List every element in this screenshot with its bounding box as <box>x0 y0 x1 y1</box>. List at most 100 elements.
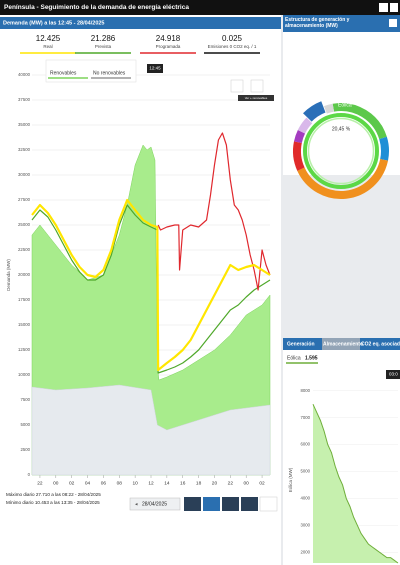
donut-segment <box>332 103 387 140</box>
structure-panel <box>283 15 400 175</box>
y-tick-label: 8000 <box>300 388 310 393</box>
tab[interactable]: Almacenamiento <box>323 341 363 347</box>
x-tick-label: 22 <box>228 480 234 486</box>
y-tick-label: 12500 <box>18 347 31 352</box>
date-arrow: ◂ <box>135 501 138 507</box>
legend-label: No renovables <box>93 70 126 76</box>
x-tick-label: 16 <box>180 480 186 486</box>
y-axis-label: Eólica (MW) <box>288 467 293 492</box>
x-tick-label: 20 <box>212 480 218 486</box>
tooltip-box <box>147 64 163 73</box>
header-bar <box>0 0 400 15</box>
legend: Renovables No renovables <box>48 70 131 79</box>
menu-icon[interactable] <box>379 3 388 12</box>
x-tick-label: 02 <box>69 480 75 486</box>
donut-percent: 20,45 % <box>332 126 351 132</box>
line <box>31 204 271 374</box>
y-tick-label: 5000 <box>300 469 310 474</box>
y-tick-label: 17500 <box>18 297 31 302</box>
x-tick-label: 00 <box>244 480 250 486</box>
y-tick-label: 2000 <box>300 549 310 554</box>
x-tick-label: 00 <box>53 480 59 486</box>
y-tick-label: 15000 <box>18 322 31 327</box>
y-tick-label: 40000 <box>18 72 31 77</box>
area <box>31 384 271 476</box>
y-tick-label: 5000 <box>20 422 30 427</box>
donut-chart <box>293 101 389 199</box>
y-tick-label: 10000 <box>18 372 31 377</box>
icon-button[interactable] <box>250 79 264 93</box>
inner-ring <box>303 113 379 189</box>
icon-button[interactable] <box>230 79 244 93</box>
y-tick-label: 22500 <box>18 247 31 252</box>
stat-label: Prevista <box>95 44 112 49</box>
demand-chart: 0250050007500100001250015000175002000022… <box>6 72 271 486</box>
eolica-chart: 2000 3000 4000 5000 6000 7000 8000 Eólica (MW) <box>288 388 399 564</box>
x-tick-label: 18 <box>196 480 202 486</box>
donut-segment <box>297 158 389 199</box>
tool-button[interactable] <box>184 497 201 511</box>
date-picker[interactable] <box>129 497 181 511</box>
tooltip: 12:45 <box>149 66 161 71</box>
stat-value: 21.286 <box>91 34 116 43</box>
line <box>31 198 271 372</box>
y-tick-label: 7000 <box>300 415 310 420</box>
donut-label: Eólica <box>338 102 352 108</box>
y-tick-label: 6000 <box>300 442 310 447</box>
structure-title: Estructura de generación y almacenamient… <box>285 17 350 29</box>
donut-segment <box>293 129 306 144</box>
selected-value: 1.595 <box>305 355 318 361</box>
tab[interactable]: Generación <box>287 341 315 347</box>
y-tick-label: 27500 <box>18 197 31 202</box>
tab[interactable]: CO2 eq. asociad <box>361 341 400 347</box>
area <box>313 404 398 563</box>
tooltip: 03:0 <box>389 372 398 377</box>
x-tick-label: 12 <box>148 480 154 486</box>
stat-value: 0.025 <box>222 34 243 43</box>
tool-button[interactable] <box>203 497 220 511</box>
legend-box <box>45 59 137 83</box>
stat-value: 12.425 <box>36 34 61 43</box>
list-icon[interactable] <box>389 19 397 27</box>
y-tick-label: 20000 <box>18 272 31 277</box>
donut-segment <box>303 101 326 122</box>
y-tick-label: 4000 <box>300 496 310 501</box>
structure-title-box: Estructura de generación y almacenamient… <box>285 17 350 29</box>
y-axis-label: Demanda (MW) <box>6 259 11 291</box>
x-tick-label: 14 <box>164 480 170 486</box>
stat-value: 24.918 <box>156 34 181 43</box>
y-tick-label: 25000 <box>18 222 31 227</box>
x-tick-label: 10 <box>132 480 138 486</box>
donut-segment <box>379 136 389 161</box>
donut-segment <box>323 103 335 114</box>
y-tick-label: 35000 <box>18 122 31 127</box>
menu-icon[interactable] <box>390 3 398 12</box>
stat-label: Real <box>43 44 52 49</box>
tool-button[interactable] <box>241 497 258 511</box>
x-tick-label: 02 <box>259 480 265 486</box>
y-tick-label: 3000 <box>300 522 310 527</box>
min-text: Mínimo diario 10.453 a las 13:35 - 28/04… <box>6 500 100 505</box>
selected-name: Eólica <box>287 355 301 361</box>
x-tick-label: 04 <box>85 480 91 486</box>
y-tick-label: 30000 <box>18 172 31 177</box>
structure-header <box>283 15 400 32</box>
subtitle-bar <box>0 17 281 29</box>
map-button[interactable] <box>259 496 278 512</box>
x-tick-label: 06 <box>101 480 107 486</box>
y-tick-label: 2500 <box>20 447 30 452</box>
donut-segment <box>293 141 305 171</box>
legend-label: Renovables <box>50 70 77 76</box>
subtitle: Demanda (MW) a las 12:45 - 28/04/2025 <box>3 20 105 26</box>
y-tick-label: 7500 <box>20 397 30 402</box>
y-tick-label: 0 <box>28 472 31 477</box>
tool-button[interactable] <box>222 497 239 511</box>
date: 28/04/2025 <box>142 501 167 507</box>
tooltip-box <box>386 370 400 379</box>
stat-label: Emisiones 0 CO2 eq. / 1 <box>208 44 257 49</box>
stat-label: Programada <box>156 44 181 49</box>
line <box>312 404 399 564</box>
